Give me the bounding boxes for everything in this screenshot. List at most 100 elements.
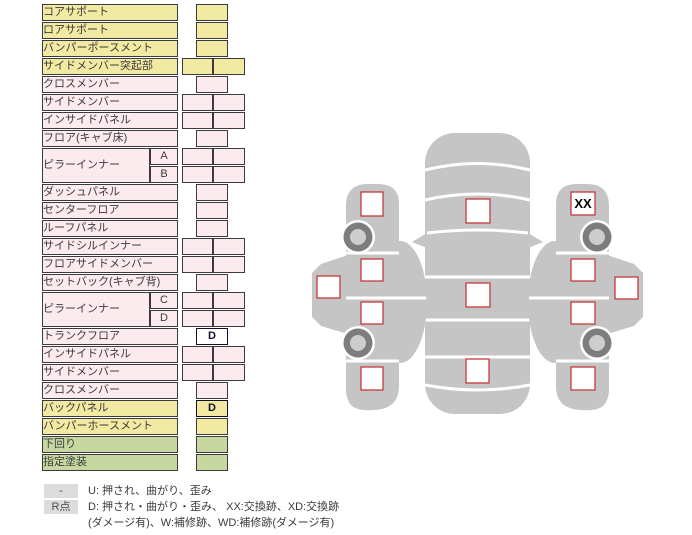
indicator-cell[interactable] <box>196 40 228 57</box>
parts-table-body: コアサポート ロアサポート バンパーポースメント サイドメンバー突起部クロスメンバーサ… <box>42 4 245 471</box>
indicator-cell-left[interactable] <box>182 346 213 363</box>
indicator-cell-left[interactable] <box>182 256 213 273</box>
indicator-cell-left[interactable] <box>182 238 213 255</box>
marker-left-rear-fender[interactable] <box>360 366 384 391</box>
indicator-cell-left[interactable] <box>182 292 213 309</box>
indicator-cell[interactable]: D <box>196 400 228 417</box>
filler-cell <box>182 220 196 237</box>
part-label: センターフロア <box>42 202 178 219</box>
filler-cell <box>228 454 245 471</box>
indicator-cell-left[interactable] <box>182 166 213 183</box>
marker-top-roof[interactable] <box>465 282 491 308</box>
indicator-cell[interactable] <box>196 220 228 237</box>
part-row: 指定塗装 <box>42 454 245 471</box>
part-label: ピラーインナー <box>42 148 150 183</box>
part-sub-label: C <box>150 292 178 309</box>
part-label: フロア(キャブ床) <box>42 130 178 147</box>
part-row: 下回り <box>42 436 245 453</box>
indicator-cell-right[interactable] <box>213 310 245 327</box>
marker-top-hood[interactable] <box>465 198 491 224</box>
part-row: セットバック(キャブ背) <box>42 274 245 291</box>
indicator-cell[interactable]: D <box>196 328 228 345</box>
filler-cell <box>182 76 196 93</box>
indicator-cell[interactable] <box>196 418 228 435</box>
filler-cell <box>182 418 196 435</box>
part-row: B <box>42 166 245 183</box>
marker-top-trunk[interactable] <box>465 358 490 384</box>
part-label: インサイドパネル <box>42 112 178 129</box>
part-row: クロスメンバー <box>42 382 245 399</box>
indicator-cell-right[interactable] <box>213 94 245 111</box>
indicator-cell[interactable] <box>196 130 228 147</box>
filler-cell <box>182 436 196 453</box>
legend-text: D: 押され・曲がり・歪み、 XX:交換跡、XD:交換跡 <box>88 501 340 513</box>
indicator-cell-right[interactable] <box>213 292 245 309</box>
car-left-side-view <box>312 184 427 411</box>
indicator-cell-right[interactable] <box>213 238 245 255</box>
marker-left-rear-door[interactable] <box>360 301 384 325</box>
indicator-cell-left[interactable] <box>182 58 213 75</box>
filler-cell <box>182 184 196 201</box>
indicator-cell-left[interactable] <box>182 310 213 327</box>
legend-text: U: 押され、曲がり、歪み <box>88 485 212 497</box>
filler-cell <box>228 184 245 201</box>
indicator-cell[interactable] <box>196 454 228 471</box>
part-label: サイドメンバー突起部 <box>42 58 178 75</box>
part-row: ピラーインナー A <box>42 148 245 183</box>
indicator-cell-left[interactable] <box>182 364 213 381</box>
marker-right-front-fender[interactable] <box>570 191 596 216</box>
marker-right-rear-fender[interactable] <box>570 366 596 391</box>
part-row: フロア(キャブ床) <box>42 130 245 147</box>
filler-cell <box>228 418 245 435</box>
indicator-cell-right[interactable] <box>213 112 245 129</box>
part-label: ピラーインナー <box>42 292 150 327</box>
marker-left-sill[interactable] <box>316 275 341 299</box>
indicator-cell-left[interactable] <box>182 94 213 111</box>
indicator-cell[interactable] <box>196 76 228 93</box>
part-row: インサイドパネル <box>42 346 245 363</box>
part-row: センターフロア <box>42 202 245 219</box>
indicator-cell-right[interactable] <box>213 364 245 381</box>
part-row: サイドメンバー <box>42 364 245 381</box>
part-row: コアサポート <box>42 4 245 21</box>
indicator-cell[interactable] <box>196 274 228 291</box>
indicator-cell-left[interactable] <box>182 148 213 165</box>
marker-right-sill[interactable] <box>614 276 639 300</box>
filler-cell <box>228 436 245 453</box>
legend-text: (ダメージ有)、W:補修跡、WD:補修跡(ダメージ有) <box>88 517 335 529</box>
indicator-cell[interactable] <box>196 436 228 453</box>
parts-condition-table: コアサポート ロアサポート バンパーポースメント サイドメンバー突起部クロスメンバーサ… <box>42 3 245 472</box>
indicator-cell[interactable] <box>196 184 228 201</box>
marker-right-rear-door[interactable] <box>570 301 596 325</box>
indicator-cell[interactable] <box>196 202 228 219</box>
indicator-cell-right[interactable] <box>213 148 245 165</box>
marker-right-front-door[interactable] <box>570 258 596 282</box>
filler-cell <box>228 274 245 291</box>
legend-line: - U: 押され、曲がり、歪み <box>44 484 692 498</box>
filler-cell <box>228 220 245 237</box>
part-row: サイドメンバー <box>42 94 245 111</box>
part-label: ダッシュパネル <box>42 184 178 201</box>
part-sub-label: A <box>150 148 178 165</box>
part-label: ロアサポート <box>42 22 178 39</box>
indicator-cell-right[interactable] <box>213 346 245 363</box>
filler-cell <box>228 130 245 147</box>
car-top-view <box>412 133 543 414</box>
marker-left-front-door[interactable] <box>360 258 384 282</box>
damage-diagram: XX <box>312 133 645 414</box>
indicator-cell-right[interactable] <box>213 256 245 273</box>
legend-badge: R点 <box>44 500 78 514</box>
indicator-cell[interactable] <box>196 22 228 39</box>
damage-markers-layer: XX <box>316 191 639 391</box>
part-row: フロアサイドメンバー <box>42 256 245 273</box>
indicator-cell-right[interactable] <box>213 166 245 183</box>
indicator-cell[interactable] <box>196 4 228 21</box>
indicator-cell-right[interactable] <box>213 58 245 75</box>
part-row: バンパーポースメント <box>42 40 245 57</box>
indicator-cell-left[interactable] <box>182 112 213 129</box>
indicator-cell[interactable] <box>196 382 228 399</box>
part-row: サイドメンバー突起部 <box>42 58 245 75</box>
marker-right-front-fender-code: XX <box>574 196 592 211</box>
marker-left-front-fender[interactable] <box>360 191 384 217</box>
part-label: サイドシルインナー <box>42 238 178 255</box>
